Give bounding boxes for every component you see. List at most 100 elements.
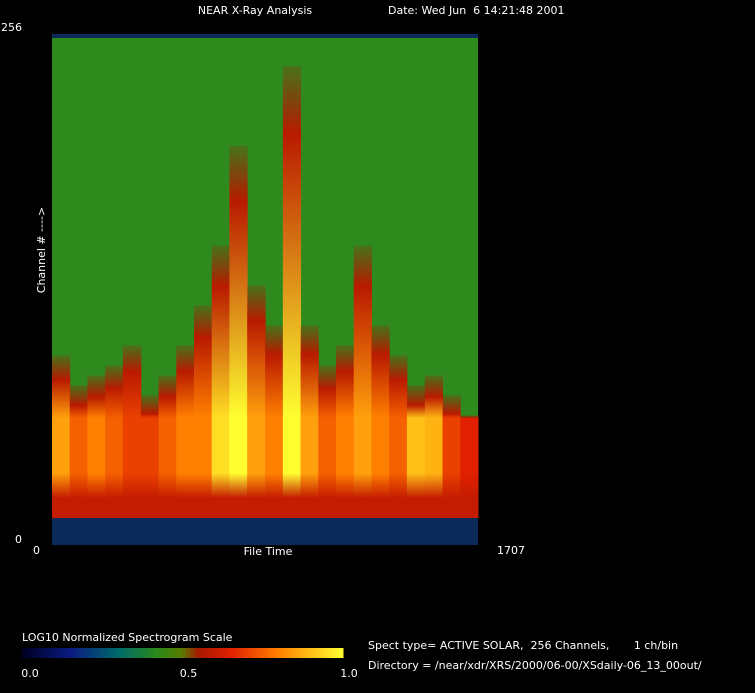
spectrogram-column	[424, 375, 444, 518]
colorbar-cell	[26, 648, 31, 658]
colorbar-cell	[118, 648, 123, 658]
colorbar-cell	[146, 648, 151, 658]
colorbar-cell	[42, 648, 47, 658]
colorbar-cell	[34, 648, 39, 658]
colorbar-cell	[250, 648, 256, 658]
colorbar-cell	[166, 648, 171, 658]
colorbar-cell	[90, 648, 95, 658]
colorbar-cell	[86, 648, 91, 658]
colorbar-cell	[30, 648, 35, 658]
colorbar-cell	[150, 648, 155, 658]
info-line: Directory = /near/xdr/XRS/2000/06-00/XSd…	[368, 659, 702, 672]
colorbar-cell	[98, 648, 103, 658]
colorbar-cell	[210, 648, 216, 658]
spectrogram-column	[371, 325, 390, 518]
top-strip	[52, 34, 478, 38]
colorbar-cell	[46, 648, 51, 658]
colorbar-cell	[134, 648, 139, 658]
colorbar-cell	[174, 648, 179, 658]
y-axis-label: Channel # ---->	[35, 207, 48, 293]
colorbar-cell	[206, 648, 212, 658]
colorbar-cell	[334, 648, 340, 658]
colorbar-cell	[70, 648, 75, 658]
colorbar-cell	[126, 648, 131, 658]
colorbar-cell	[294, 648, 300, 658]
spectrogram-column	[300, 325, 319, 518]
spectrogram-column	[194, 305, 213, 518]
colorbar-cell	[102, 648, 107, 658]
spectrogram-column	[460, 415, 479, 518]
colorbar-cell	[130, 648, 135, 658]
colorbar-cell	[78, 648, 83, 658]
colorbar-cell	[154, 648, 159, 658]
colorbar-cell	[186, 648, 192, 658]
spectrogram-column	[265, 325, 284, 518]
colorbar-cell	[274, 648, 280, 658]
y-tick-label: 256	[1, 21, 22, 34]
colorbar-cell	[322, 648, 328, 658]
colorbar-cell	[38, 648, 43, 658]
colorbar-cell	[246, 648, 252, 658]
colorbar-cell	[158, 648, 163, 658]
spectrogram-column	[247, 285, 266, 518]
colorbar-cell	[282, 648, 288, 658]
colorbar-cell	[54, 648, 59, 658]
bottom-strip	[52, 518, 478, 545]
colorbar-cell	[198, 648, 204, 658]
colorbar-cell	[194, 648, 200, 658]
spectrogram-column	[140, 395, 160, 518]
spectrogram-column	[211, 245, 230, 518]
colorbar-cell	[162, 648, 167, 658]
colorbar-cell	[270, 648, 276, 658]
colorbar-cell	[302, 648, 308, 658]
spectrogram-column	[105, 365, 124, 518]
spectrogram-column	[442, 395, 461, 518]
colorbar-cell	[318, 648, 324, 658]
colorbar-cell	[310, 648, 316, 658]
colorbar-cell	[298, 648, 304, 658]
colorbar-cell	[58, 648, 63, 658]
colorbar-cell	[262, 648, 268, 658]
colorbar-cell	[254, 648, 260, 658]
colorbar-cell	[190, 648, 196, 658]
colorbar-cell	[170, 648, 175, 658]
date: Date: Wed Jun 6 14:21:48 2001	[388, 4, 565, 17]
colorbar-cell	[234, 648, 240, 658]
x-tick-label: 1707	[497, 544, 525, 557]
spectrogram-column	[176, 345, 195, 518]
spectrogram-column	[406, 385, 426, 518]
colorbar-cell	[74, 648, 79, 658]
y-tick-label: 0	[15, 533, 22, 546]
colorbar-cell	[314, 648, 320, 658]
colorbar-cell	[242, 648, 248, 658]
colorbar-cell	[258, 648, 264, 658]
colorbar-cell	[182, 648, 188, 658]
colorbar-cell	[226, 648, 232, 658]
colorbar-cell	[122, 648, 127, 658]
colorbar-cell	[110, 648, 115, 658]
spectrogram-column	[282, 65, 302, 518]
colorbar-cell	[222, 648, 228, 658]
colorbar-cell	[106, 648, 111, 658]
spectrogram-column	[229, 145, 248, 518]
colorbar-tick-label: 1.0	[340, 667, 358, 680]
colorbar-cell	[82, 648, 87, 658]
colorbar-cell	[66, 648, 71, 658]
colorbar-cell	[138, 648, 143, 658]
colorbar-cell	[330, 648, 336, 658]
colorbar-cell	[278, 648, 284, 658]
colorbar-cell	[142, 648, 147, 658]
chart-title: NEAR X-Ray Analysis	[198, 4, 313, 17]
colorbar-cell	[218, 648, 224, 658]
colorbar-tick-label: 0.5	[180, 667, 198, 680]
colorbar-tick-label: 0.0	[21, 667, 39, 680]
spectrogram-column	[336, 345, 355, 518]
colorbar-cell	[50, 648, 55, 658]
spectrogram-column	[318, 365, 337, 518]
colorbar-title: LOG10 Normalized Spectrogram Scale	[22, 631, 233, 644]
colorbar-cell	[286, 648, 292, 658]
spectrogram-column	[158, 375, 177, 518]
x-axis-label: File Time	[244, 545, 293, 558]
